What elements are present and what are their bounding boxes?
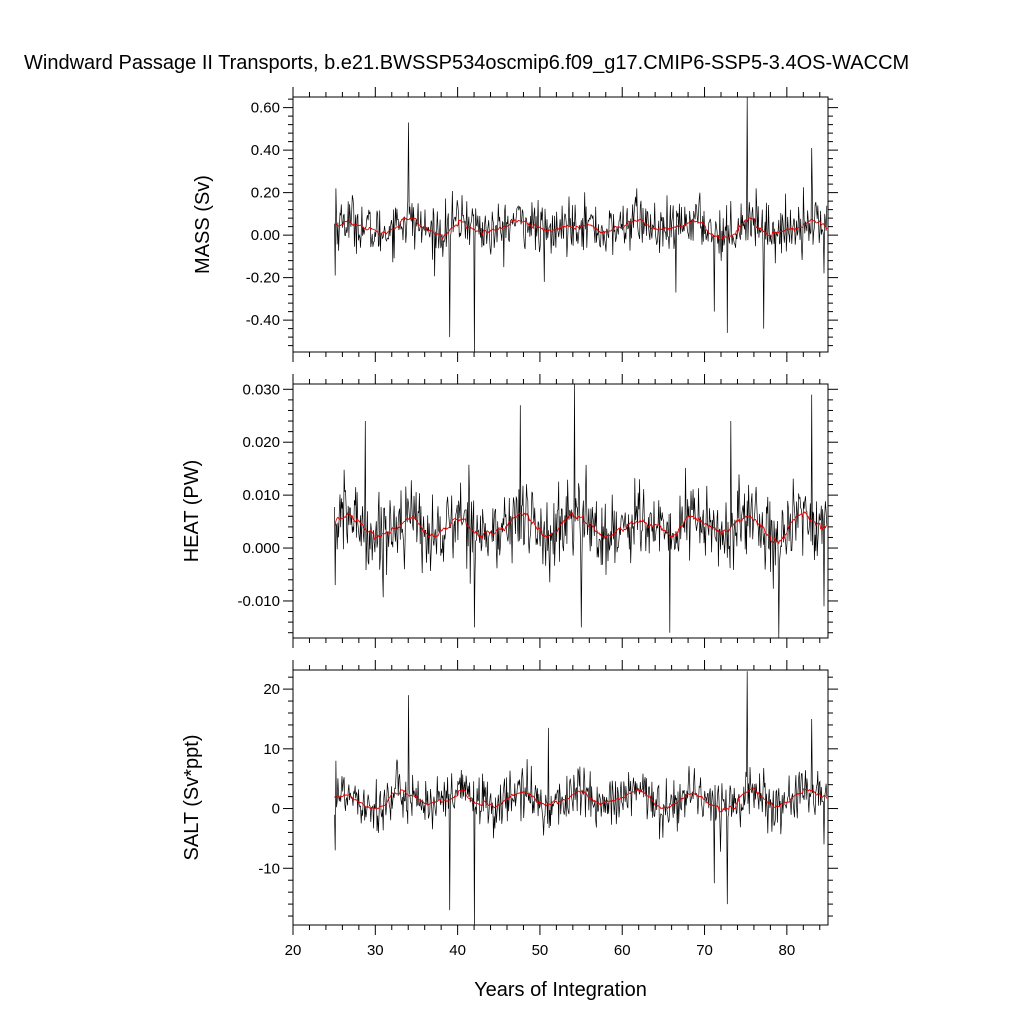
mass-y-tick-label: -0.40: [246, 312, 280, 329]
mass-panel: -0.40 -0.20 0.00 0.20 0.40 0.60 MASS (Sv): [192, 87, 838, 362]
x-tick-label: 20: [285, 942, 302, 959]
x-tick-label: 30: [367, 942, 384, 959]
mass-y-tick-label: -0.20: [246, 270, 280, 287]
heat-raw-series-line: [334, 384, 828, 638]
mass-y-tick-label: 0.60: [251, 100, 280, 117]
heat-y-tick-label: -0.010: [237, 593, 280, 610]
heat-y-tick-label: 0.030: [242, 381, 280, 398]
mass-y-tick-label: 0.20: [251, 185, 280, 202]
x-tick-label: 60: [614, 942, 631, 959]
heat-plot-frame: [292, 383, 829, 639]
salt-y-axis-label: SALT (Sv*ppt): [181, 735, 203, 861]
heat-y-tick-label: 0.020: [242, 434, 280, 451]
heat-y-tick-label: 0.010: [242, 487, 280, 504]
salt-y-tick-label: -10: [258, 860, 280, 877]
heat-panel: -0.010 0.000 0.010 0.020 0.030 HEAT (PW): [181, 374, 838, 648]
x-axis-label: Years of Integration: [474, 979, 647, 1001]
salt-y-tick-label: 20: [263, 681, 280, 698]
mass-y-tick-label: 0.40: [251, 142, 280, 159]
chart-title: Windward Passage II Transports, b.e21.BW…: [24, 52, 909, 74]
x-tick-label: 70: [696, 942, 713, 959]
salt-y-tick-label: 10: [263, 741, 280, 758]
x-tick-label: 80: [779, 942, 796, 959]
mass-smoothed-series-line: [334, 216, 828, 241]
mass-raw-series-line: [334, 97, 828, 352]
heat-y-axis-label: HEAT (PW): [181, 460, 203, 563]
mass-plot-frame: [292, 96, 829, 353]
heat-y-tick-label: 0.000: [242, 540, 280, 557]
salt-raw-series-line: [334, 671, 828, 925]
chart-panels: -0.40 -0.20 0.00 0.20 0.40 0.60 MASS (Sv) -0.01…: [181, 87, 838, 1001]
heat-smoothed-series-line: [334, 510, 828, 545]
salt-panel: -10 0 10 20 SALT (Sv*ppt) 20 30 40 50 60 70 80 Years…: [181, 660, 838, 1001]
x-tick-label: 40: [449, 942, 466, 959]
salt-smoothed-series-line: [334, 787, 828, 813]
x-tick-label: 50: [532, 942, 549, 959]
mass-y-axis-label: MASS (Sv): [192, 175, 214, 274]
salt-y-tick-label: 0: [272, 801, 280, 818]
mass-y-tick-label: 0.00: [251, 227, 280, 244]
salt-plot-frame: [292, 669, 829, 926]
